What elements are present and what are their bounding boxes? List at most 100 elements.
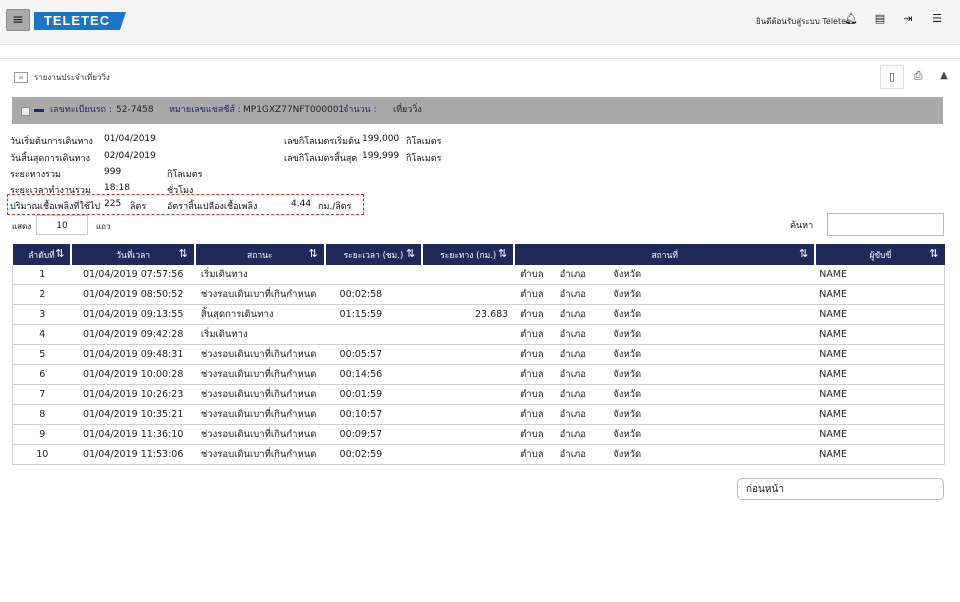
cell-order: 3 — [12, 304, 72, 325]
cell-datetime: 01/04/2019 10:35:21 — [71, 404, 195, 425]
cell-status: สิ้นสุดการเดินทาง — [194, 304, 325, 325]
cell-duration: 01:15:59 — [324, 304, 423, 325]
fuel-highlight-box — [7, 194, 364, 215]
cell-driver: NAME — [815, 424, 946, 445]
fuel-label: ปริมาณเชื้อเพลิงที่ใช้ไป — [10, 202, 101, 212]
odo-start-value: 199,000 — [362, 134, 400, 144]
table-row[interactable]: 7 01/04/2019 10:26:23 ช่วงรอบเดินเบาที่เกิ… — [12, 384, 946, 405]
cell-driver: NAME — [815, 444, 946, 465]
col-header-duration[interactable]: ระยะเวลา (ชม.) ⇅ — [324, 244, 424, 265]
cell-subdistrict: ตำบล — [514, 265, 556, 285]
vehicle-info-bar: เลขทะเบียนรถ : 52-7458 หมายเลขแชสซีส์ : … — [12, 97, 943, 124]
collapse-icon[interactable]: ▲ — [940, 70, 948, 81]
cell-driver: NAME — [815, 284, 946, 305]
cell-province: จังหวัด — [609, 364, 816, 385]
cell-duration — [324, 265, 423, 285]
welcome-text: ยินดีต้อนรับสู่ระบบ Teletec — [756, 17, 851, 26]
table-row[interactable]: 8 01/04/2019 10:35:21 ช่วงรอบเดินเบาที่เกิ… — [12, 404, 946, 425]
sort-icon[interactable]: ⇅ — [498, 247, 508, 260]
cell-duration: 00:05:57 — [324, 344, 423, 365]
search-input[interactable] — [827, 213, 944, 236]
checkbox[interactable] — [21, 107, 30, 116]
previous-page-button[interactable]: ก่อนหน้า — [737, 478, 944, 500]
menu-icon[interactable]: ≡ — [6, 9, 30, 31]
cell-datetime: 01/04/2019 11:53:06 — [71, 444, 195, 465]
cell-datetime: 01/04/2019 09:42:28 — [71, 324, 195, 345]
table-row[interactable]: 3 01/04/2019 09:13:55 สิ้นสุดการเดินทาง 01:… — [12, 304, 946, 325]
list-icon[interactable]: ☰ — [932, 12, 942, 25]
cell-status: เริ่มเดินทาง — [194, 324, 325, 345]
odo-start-unit: กิโลเมตร — [406, 137, 442, 147]
logo: TELETEC — [34, 12, 126, 30]
sort-icon[interactable]: ⇅ — [929, 247, 939, 260]
sort-icon[interactable]: ⇅ — [55, 247, 65, 260]
cell-order: 8 — [12, 404, 72, 425]
work-time-unit: ชั่วโมง — [167, 186, 194, 196]
table-row[interactable]: 6 01/04/2019 10:00:28 ช่วงรอบเดินเบาที่เกิ… — [12, 364, 946, 385]
cell-subdistrict: ตำบล — [514, 304, 556, 325]
breadcrumb: ≡ รายงานประจำเที่ยววิ่ง — [14, 71, 110, 84]
table-row[interactable]: 9 01/04/2019 11:36:10 ช่วงรอบเดินเบาที่เกิ… — [12, 424, 946, 445]
table-row[interactable]: 4 01/04/2019 09:42:28 เริ่มเดินทาง ตำบล อำเภ… — [12, 324, 946, 345]
sort-icon[interactable]: ⇅ — [799, 247, 809, 260]
table-row[interactable]: 10 01/04/2019 11:53:06 ช่วงรอบเดินเบาที่เก… — [12, 444, 946, 465]
cell-order: 4 — [12, 324, 72, 345]
cell-driver: NAME — [815, 404, 946, 425]
cell-district: อำเภอ — [555, 265, 610, 285]
cell-duration — [324, 324, 423, 345]
cell-distance — [422, 424, 515, 445]
bell-icon[interactable]: 🔔︎ — [844, 12, 858, 25]
sort-icon[interactable]: ⇅ — [178, 247, 188, 260]
col-header-order[interactable]: ลำดับที่ ⇅ — [12, 244, 73, 265]
odo-end-label: เลขกิโลเมตรสิ้นสุด — [284, 154, 358, 164]
sort-icon[interactable]: ⇅ — [406, 247, 416, 260]
col-header-driver[interactable]: ผู้ขับขี่ ⇅ — [815, 244, 945, 265]
col-header-location[interactable]: สถานที่ ⇅ — [514, 244, 817, 265]
end-date-value: 02/04/2019 — [104, 151, 156, 161]
rows-label: แถว — [96, 222, 111, 231]
cell-datetime: 01/04/2019 07:57:56 — [71, 265, 195, 285]
cell-status: ช่วงรอบเดินเบาที่เกินกำหนด — [194, 284, 325, 305]
cell-datetime: 01/04/2019 10:00:28 — [71, 364, 195, 385]
work-time-label: ระยะเวลาทำงานรวม — [10, 186, 91, 196]
cell-duration: 00:14:56 — [324, 364, 423, 385]
cell-datetime: 01/04/2019 09:13:55 — [71, 304, 195, 325]
dash-icon — [34, 109, 44, 112]
rows-per-page-input[interactable]: 10 — [36, 215, 88, 235]
top-bar: ≡ TELETEC ยินดีต้อนรับสู่ระบบ Teletec 🔔︎… — [0, 0, 960, 45]
sort-icon[interactable]: ⇅ — [308, 247, 318, 260]
plate-label: เลขทะเบียนรถ : — [50, 105, 112, 115]
cell-distance — [422, 265, 515, 285]
cell-driver: NAME — [815, 364, 946, 385]
trip-table: ลำดับที่ ⇅ วันที่เวลา ⇅ สถานะ ⇅ ระยะเวลา (ช… — [12, 244, 946, 465]
cell-datetime: 01/04/2019 10:26:23 — [71, 384, 195, 405]
table-header-row: ลำดับที่ ⇅ วันที่เวลา ⇅ สถานะ ⇅ ระยะเวลา (ช… — [12, 244, 945, 265]
cell-subdistrict: ตำบล — [514, 444, 556, 465]
cell-datetime: 01/04/2019 09:48:31 — [71, 344, 195, 365]
table-row[interactable]: 1 01/04/2019 07:57:56 เริ่มเดินทาง ตำบล อำเภ… — [12, 265, 946, 285]
print-icon[interactable]: ⎙ — [913, 69, 923, 82]
count-value: เที่ยววิ่ง — [393, 105, 422, 115]
cell-subdistrict: ตำบล — [514, 404, 556, 425]
cell-duration: 00:10:57 — [324, 404, 423, 425]
cell-order: 2 — [12, 284, 72, 305]
logout-icon[interactable]: ⇥ — [903, 12, 913, 25]
fuel-value: 225 — [104, 199, 122, 209]
cell-subdistrict: ตำบล — [514, 284, 556, 305]
odo-end-value: 199,999 — [362, 151, 400, 161]
document-icon[interactable]: ▤ — [874, 12, 886, 25]
cell-distance — [422, 344, 515, 365]
table-row[interactable]: 5 01/04/2019 09:48:31 ช่วงรอบเดินเบาที่เกิ… — [12, 344, 946, 365]
col-header-status[interactable]: สถานะ ⇅ — [194, 244, 326, 265]
cell-order: 9 — [12, 424, 72, 445]
table-row[interactable]: 2 01/04/2019 08:50:52 ช่วงรอบเดินเบาที่เกิ… — [12, 284, 946, 305]
odo-end-unit: กิโลเมตร — [406, 154, 442, 164]
distance-value: 999 — [104, 167, 122, 177]
cell-province: จังหวัด — [609, 444, 816, 465]
col-header-datetime[interactable]: วันที่เวลา ⇅ — [71, 244, 196, 265]
cell-status: ช่วงรอบเดินเบาที่เกินกำหนด — [194, 424, 325, 445]
search-label: ค้นหา — [790, 221, 814, 231]
cell-district: อำเภอ — [555, 404, 610, 425]
col-header-distance[interactable]: ระยะทาง (กม.) ⇅ — [422, 244, 516, 265]
file-icon[interactable]: ▯ — [880, 65, 904, 89]
